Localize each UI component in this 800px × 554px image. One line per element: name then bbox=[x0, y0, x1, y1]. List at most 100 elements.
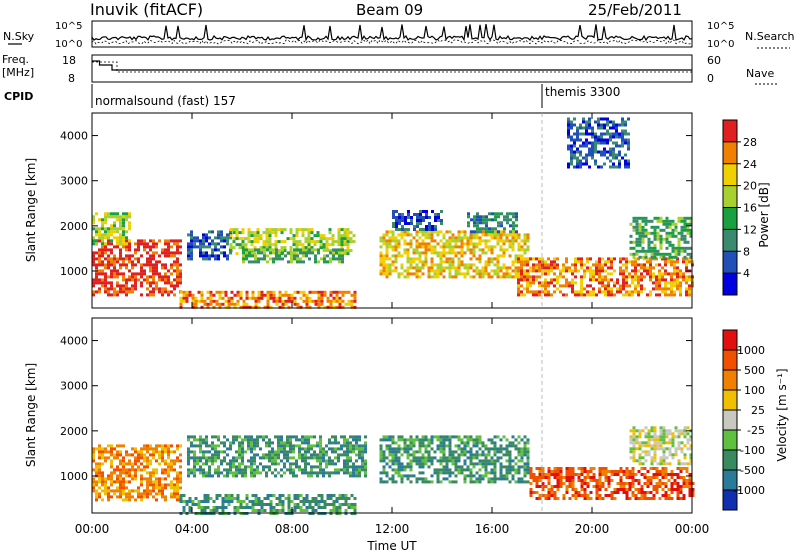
power-echo-cell bbox=[341, 254, 344, 258]
power-echo-cell bbox=[211, 248, 214, 252]
power-echo-cell bbox=[466, 245, 470, 249]
velocity-echo-cell bbox=[134, 462, 137, 466]
velocity-echo-cell bbox=[628, 473, 632, 476]
velocity-echo-cell bbox=[553, 473, 557, 476]
velocity-echo-cell bbox=[686, 447, 690, 451]
velocity-echo-cell bbox=[217, 456, 220, 460]
power-echo-cell bbox=[173, 251, 176, 255]
power-echo-cell bbox=[677, 219, 681, 223]
velocity-echo-cell bbox=[487, 480, 491, 484]
power-echo-cell bbox=[473, 218, 476, 222]
velocity-echo-cell bbox=[239, 500, 243, 503]
power-echo-cell bbox=[615, 165, 618, 169]
power-echo-cell bbox=[451, 233, 455, 237]
power-echo-cell bbox=[379, 272, 383, 276]
power-echo-cell bbox=[146, 257, 149, 261]
power-echo-cell bbox=[436, 269, 440, 273]
velocity-echo-cell bbox=[301, 435, 304, 439]
velocity-echo-cell bbox=[289, 447, 292, 451]
power-echo-cell bbox=[526, 260, 529, 264]
velocity-echo-cell bbox=[463, 459, 467, 463]
velocity-echo-cell bbox=[466, 465, 470, 469]
velocity-echo-cell bbox=[409, 453, 413, 457]
power-echo-cell bbox=[550, 293, 553, 297]
velocity-echo-cell bbox=[173, 492, 176, 496]
power-echo-cell bbox=[245, 254, 248, 258]
power-echo-cell bbox=[588, 165, 591, 169]
power-echo-cell bbox=[482, 218, 485, 222]
power-echo-cell bbox=[644, 234, 648, 238]
power-echo-cell bbox=[161, 278, 164, 282]
velocity-echo-cell bbox=[511, 459, 515, 463]
power-echo-cell bbox=[594, 141, 597, 145]
velocity-echo-cell bbox=[550, 470, 554, 473]
cpid-normalsound: normalsound (fast) 157 bbox=[95, 94, 236, 108]
velocity-echo-cell bbox=[541, 470, 545, 473]
power-echo-cell bbox=[619, 284, 622, 288]
power-echo-cell bbox=[664, 257, 667, 261]
velocity-echo-cell bbox=[152, 480, 155, 484]
velocity-echo-cell bbox=[571, 473, 575, 476]
power-echo-cell bbox=[466, 272, 470, 276]
power-echo-cell bbox=[391, 230, 395, 234]
velocity-echo-cell bbox=[199, 444, 202, 448]
velocity-echo-cell bbox=[140, 495, 143, 499]
power-echo-cell bbox=[627, 117, 630, 121]
power-echo-cell bbox=[293, 290, 297, 294]
power-echo-cell bbox=[412, 251, 416, 255]
velocity-echo-cell bbox=[250, 447, 253, 451]
velocity-echo-cell bbox=[214, 450, 217, 454]
power-echo-cell bbox=[460, 239, 464, 243]
velocity-echo-cell bbox=[265, 471, 268, 475]
power-echo-cell bbox=[448, 257, 452, 261]
velocity-echo-cell bbox=[110, 450, 113, 454]
power-echo-cell bbox=[281, 248, 284, 252]
velocity-echo-cell bbox=[637, 497, 641, 500]
velocity-echo-cell bbox=[616, 482, 620, 485]
power-echo-cell bbox=[385, 263, 389, 267]
velocity-echo-cell bbox=[310, 453, 313, 457]
power-echo-cell bbox=[618, 150, 621, 154]
power-echo-cell bbox=[316, 231, 320, 235]
velocity-echo-cell bbox=[119, 462, 122, 466]
power-echo-cell bbox=[565, 260, 568, 264]
power-echo-cell bbox=[296, 260, 299, 264]
velocity-echo-cell bbox=[215, 497, 219, 500]
velocity-echo-cell bbox=[529, 476, 533, 479]
power-echo-cell bbox=[622, 281, 625, 285]
velocity-echo-cell bbox=[229, 444, 232, 448]
velocity-echo-cell bbox=[208, 471, 211, 475]
power-echo-cell bbox=[520, 254, 524, 258]
power-echo-cell bbox=[131, 278, 134, 282]
velocity-echo-cell bbox=[580, 485, 584, 488]
velocity-echo-cell bbox=[310, 465, 313, 469]
velocity-echo-region bbox=[529, 467, 695, 500]
velocity-echo-cell bbox=[454, 462, 458, 466]
power-echo-cell bbox=[176, 269, 179, 273]
power-echo-cell bbox=[457, 269, 461, 273]
power-echo-cell bbox=[559, 290, 562, 294]
power-echo-cell bbox=[451, 257, 455, 261]
power-echo-cell bbox=[588, 117, 591, 121]
velocity-echo-cell bbox=[520, 447, 524, 451]
power-echo-cell bbox=[689, 219, 693, 223]
power-echo-cell bbox=[598, 287, 601, 291]
velocity-echo-cell bbox=[134, 468, 137, 472]
velocity-echo-cell bbox=[653, 429, 657, 433]
power-echo-cell bbox=[597, 135, 600, 139]
power-echo-cell bbox=[517, 281, 520, 285]
power-echo-cell bbox=[251, 293, 255, 297]
power-echo-region bbox=[92, 212, 131, 246]
velocity-echo-cell bbox=[352, 462, 355, 466]
power-echo-cell bbox=[440, 219, 443, 222]
power-echo-cell bbox=[217, 257, 220, 261]
power-echo-cell bbox=[609, 147, 612, 151]
power-echo-cell bbox=[615, 153, 618, 157]
power-echo-cell bbox=[508, 245, 512, 249]
velocity-echo-cell bbox=[182, 494, 186, 497]
power-echo-cell bbox=[637, 284, 640, 288]
power-echo-cell bbox=[517, 242, 521, 246]
velocity-echo-cell bbox=[670, 488, 674, 491]
power-echo-cell bbox=[334, 240, 338, 244]
